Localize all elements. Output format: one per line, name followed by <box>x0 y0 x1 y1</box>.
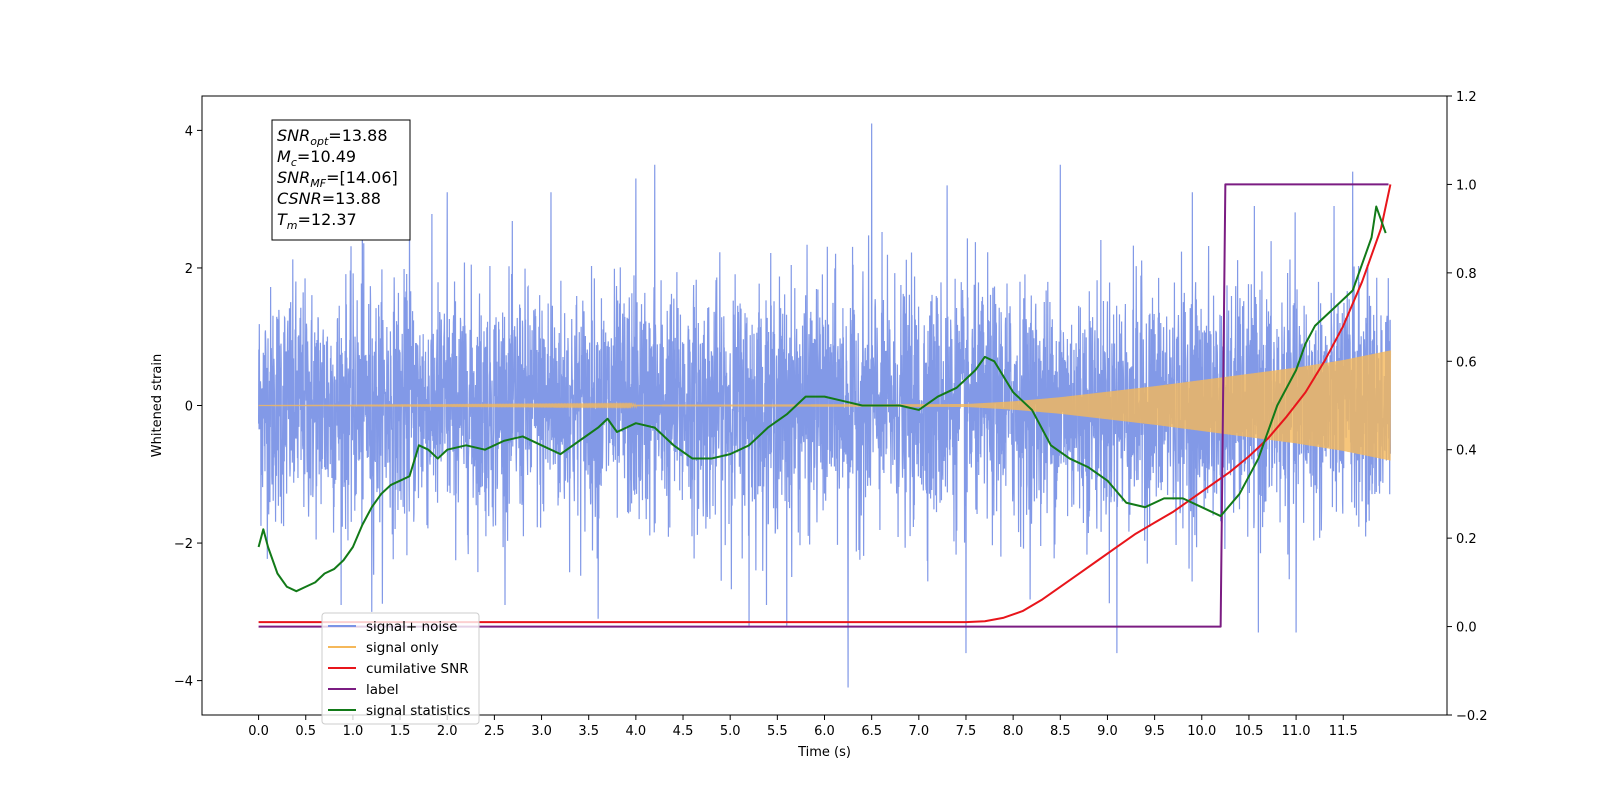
annotation-line: Tm=12.37 <box>277 210 357 232</box>
series-signal-only-line <box>258 350 1392 461</box>
series-signal-statistics-line <box>257 205 1387 593</box>
x-tick-label: 4.5 <box>673 724 694 739</box>
annotation-frame <box>271 119 411 241</box>
y-tick-label: 0 <box>185 400 193 415</box>
annotation-line: SNRopt=13.88 <box>277 126 388 148</box>
x-tick-label: 11.5 <box>1329 724 1358 739</box>
y2-tick-label: 0.2 <box>1456 532 1477 547</box>
x-tick-label: 0.5 <box>295 724 316 739</box>
legend-label: signal+ noise <box>366 619 457 635</box>
annotation-line: SNRMF=[14.06] <box>277 168 398 190</box>
x-tick-label: 2.0 <box>437 724 458 739</box>
x-tick-label: 10.0 <box>1187 724 1216 739</box>
x-tick-label: 4.0 <box>626 724 647 739</box>
y-tick-label: −4 <box>174 675 193 690</box>
series-signal-noise-line <box>257 123 1392 688</box>
plot-area <box>257 123 1392 688</box>
y-axis-label: Whitened strain <box>150 354 165 457</box>
x-tick-label: 8.5 <box>1050 724 1071 739</box>
y2-tick-label: 0.4 <box>1456 444 1477 459</box>
y2-tick-label: 0.0 <box>1456 621 1477 636</box>
x-tick-label: 0.0 <box>248 724 269 739</box>
y-tick-label: 4 <box>185 124 193 139</box>
y2-tick-label: 1.0 <box>1456 178 1477 193</box>
x-tick-label: 8.0 <box>1003 724 1024 739</box>
legend-label: cumilative SNR <box>366 661 469 677</box>
y2-tick-label: 0.6 <box>1456 355 1477 370</box>
y2-tick-label: 1.2 <box>1456 90 1477 105</box>
legend-label: signal statistics <box>366 703 470 719</box>
legend-label: signal only <box>366 640 439 656</box>
annotation-box: SNRopt=13.88Mc=10.49SNRMF=[14.06]CSNR=13… <box>271 119 411 241</box>
x-tick-label: 6.5 <box>861 724 882 739</box>
series-label-line <box>258 183 1389 628</box>
x-tick-label: 1.5 <box>390 724 411 739</box>
x-tick-label: 6.0 <box>814 724 835 739</box>
legend: signal+ noise signal only cumilative SNR la… <box>321 612 480 725</box>
x-tick-label: 10.5 <box>1234 724 1263 739</box>
x-tick-label: 5.0 <box>720 724 741 739</box>
legend-frame <box>321 612 480 725</box>
y-tick-label: −2 <box>174 537 193 552</box>
plot-series-group <box>257 123 1392 688</box>
x-tick-label: 5.5 <box>767 724 788 739</box>
x-tick-label: 7.0 <box>908 724 929 739</box>
x-tick-label: 2.5 <box>484 724 505 739</box>
annotation-line: Mc=10.49 <box>277 147 356 169</box>
y2-tick-label: −0.2 <box>1456 709 1488 724</box>
x-tick-label: 3.0 <box>531 724 552 739</box>
x-axis-label: Time (s) <box>797 745 851 760</box>
x-tick-label: 7.5 <box>956 724 977 739</box>
axes: 0.0 0.5 1.0 1.5 2.0 2.5 3.0 3.5 4.0 4.5 5.0 5.5 6.0 6… <box>174 90 1488 739</box>
y-tick-label: 2 <box>185 262 193 277</box>
x-tick-label: 3.5 <box>578 724 599 739</box>
series-cumilative-snr-line <box>258 184 1392 624</box>
annotation-line: CSNR=13.88 <box>277 189 381 208</box>
x-tick-label: 9.0 <box>1097 724 1118 739</box>
x-tick-label: 9.5 <box>1144 724 1165 739</box>
legend-label: label <box>366 682 399 698</box>
y2-tick-label: 0.8 <box>1456 267 1477 282</box>
x-tick-label: 1.0 <box>343 724 364 739</box>
x-tick-label: 11.0 <box>1282 724 1311 739</box>
